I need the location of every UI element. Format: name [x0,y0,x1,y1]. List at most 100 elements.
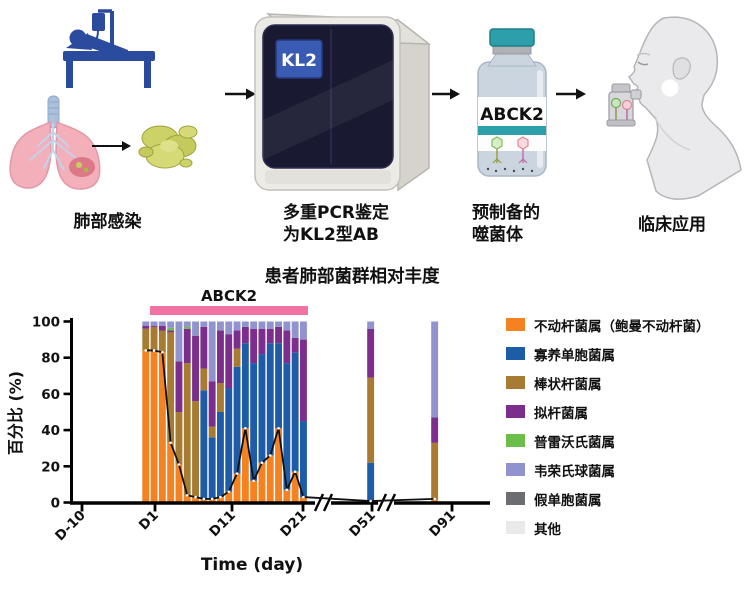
bar-segment-bacteroides [241,326,249,344]
bar-segment-stenotrophomonas [275,343,282,429]
step3-caption-line2: 噬菌体 [472,225,523,245]
trend-point-marker [285,488,289,492]
bar-segment-acinetobacter [233,473,241,503]
trend-point-marker [227,490,231,493]
axis-break-mark [313,493,325,512]
x-axis-label: Time (day) [201,555,303,575]
legend-swatch-veillonella [506,463,525,476]
bar-segment-veillonella [275,321,282,327]
trend-point-marker [277,426,280,430]
bar-segment-acinetobacter [225,491,233,503]
trend-point-marker [210,497,214,501]
treatment-label: ABCK2 [201,287,257,305]
bar-segment-bacteroides [275,326,282,344]
legend-swatch-prevotella [506,434,525,447]
step2-caption: 多重PCR鉴定 为KL2型AB [283,202,389,246]
bar-segment-acinetobacter [142,350,150,503]
bar-segment-bacteroides [167,330,175,333]
chart-plot-area: D-10 D1 D11 D21 D51 D91 0 20 40 60 80 100 [32,315,490,545]
legend-swatch-corynebacterium [506,376,525,389]
legend-item-bacteroides: 拟杆菌属 [506,403,710,422]
bar-segment-prevotella [167,327,175,331]
trend-point-marker [260,461,264,464]
vial-sediment [486,167,534,173]
legend-label-stenotrophomonas: 寡养单胞菌属 [534,347,615,364]
bar-segment-veillonella [241,321,249,327]
bar-segment-stenotrophomonas [266,343,274,456]
bar-segment-acinetobacter [192,497,199,503]
bar-segment-bacteroides [192,335,199,402]
step2-caption-line1: 多重PCR鉴定 [283,203,390,223]
phage-pink-icon [517,136,529,164]
bar-segment-veillonella [167,321,175,328]
bar-segment-corynebacterium [233,348,241,367]
step4-caption: 临床应用 [638,215,706,235]
bar-segment-stenotrophomonas [291,352,299,472]
axis-break-mark [376,493,388,512]
bar-segment-veillonella [291,321,299,338]
legend-swatch-acinetobacter [506,318,525,331]
bar-segment-veillonella [192,321,199,336]
legend-item-stenotrophomonas: 寡养单胞菌属 [506,345,710,364]
step2-caption-line2: 为KL2型AB [283,225,379,245]
bar-segment-veillonella [283,321,291,331]
trend-point-marker [202,497,206,501]
bar-segment-veillonella [233,321,241,331]
bar-segment-acinetobacter [283,489,291,503]
bar-segment-acinetobacter [208,498,216,503]
bar-segment-corynebacterium [200,368,208,391]
y-tick-label: 40 [41,423,60,439]
bar-segment-bacteroides [175,361,183,412]
bar-segment-bacteroides [233,330,241,349]
sputum-sample-icon [138,125,198,169]
legend-item-veillonella: 韦荣氏球菌属 [506,461,710,480]
legend-swatch-other [506,521,525,534]
legend-item-prevotella: 普雷沃氏菌属 [506,432,710,451]
lungs-icon [9,95,101,190]
arrow-2-icon [432,88,460,100]
step1-caption: 肺部感染 [73,212,142,232]
bar-segment-veillonella [142,321,150,327]
bar-segment-stenotrophomonas [217,412,224,498]
bar-segment-acinetobacter [431,499,439,503]
bar-segment-veillonella [158,321,166,327]
axis-break-mark [385,493,397,512]
vial-label-text: ABCK2 [480,105,544,125]
bar-segment-bacteroides [291,337,299,353]
legend-swatch-stenotrophomonas [506,347,525,360]
bar-segment-bacteroides [283,330,291,364]
x-tick-label: D21 [277,508,310,541]
bar-segment-bacteroides [300,339,307,422]
bar-segment-veillonella [250,321,258,329]
legend-item-pseudomonas: 假单胞菌属 [506,490,710,509]
chart-legend: 不动杆菌属（鲍曼不动杆菌） 寡养单胞菌属 棒状杆菌属 拟杆菌属 普雷沃氏菌属 韦荣氏球菌属… [506,316,710,538]
bar-segment-acinetobacter [183,495,191,503]
bar-segment-veillonella [225,321,233,335]
bar-segment-acinetobacter [175,464,183,503]
trend-point-marker [219,495,222,499]
bar-segment-veillonella [258,321,266,329]
x-tick-label: D11 [206,508,239,541]
bar-segment-corynebacterium [208,426,216,438]
bar-segment-corynebacterium [217,383,224,412]
bar-segment-acinetobacter [258,462,266,503]
bar-segment-acinetobacter [167,442,175,503]
y-tick-label: 20 [41,459,60,475]
bar-segment-corynebacterium [142,328,150,351]
legend-swatch-bacteroides [506,405,525,418]
patient-head-icon [627,16,742,200]
bar-segment-corynebacterium [367,377,375,463]
step3-caption: 预制备的 噬菌体 [472,202,540,246]
legend-item-corynebacterium: 棒状杆菌属 [506,374,710,393]
bar-segment-corynebacterium [183,363,191,496]
legend-label-prevotella: 普雷沃氏菌属 [534,434,615,451]
bar-segment-bacteroides [183,328,191,364]
bar-segment-corynebacterium [431,442,439,500]
x-tick-label: D-10 [52,508,89,545]
legend-label-bacteroides: 拟杆菌属 [534,405,588,422]
trend-point-marker [144,349,148,352]
arrow-1-icon [225,88,256,100]
bar-segment-bacteroides [367,328,375,378]
bar-segment-stenotrophomonas [258,354,266,463]
